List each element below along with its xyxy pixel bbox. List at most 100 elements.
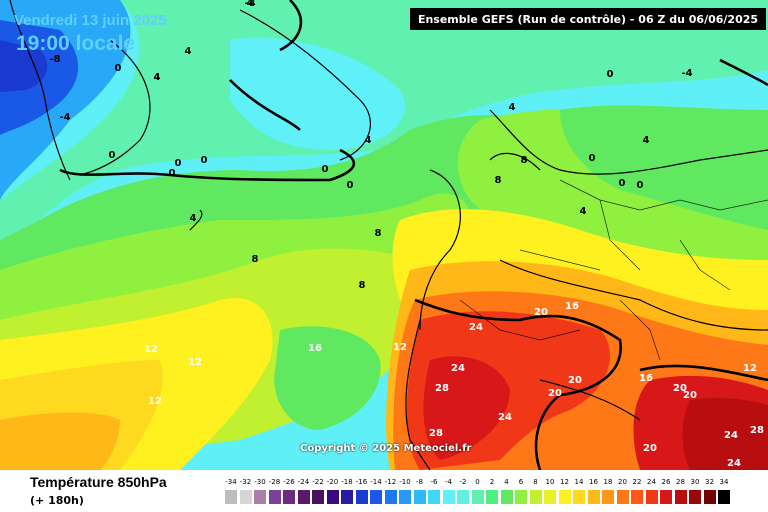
legend-label: -4 — [445, 478, 452, 486]
legend-swatch — [413, 490, 426, 504]
legend-label: -10 — [399, 478, 411, 486]
forecast-lead: (+ 180h) — [30, 494, 84, 507]
legend-swatch — [558, 490, 571, 504]
legend-label: -24 — [297, 478, 310, 486]
isotherm-value-label: 8 — [521, 155, 528, 166]
isotherm-value-label: 8 — [252, 254, 259, 265]
legend-label: -28 — [268, 478, 281, 486]
green-bubble — [274, 326, 381, 430]
legend-label: 18 — [603, 478, 613, 486]
legend-label: 8 — [533, 478, 538, 486]
legend-swatch — [239, 490, 252, 504]
coastlines — [9, 0, 768, 470]
legend-label: -2 — [459, 478, 467, 486]
isotherm-value-label: -4 — [59, 112, 70, 123]
legend-swatch — [616, 490, 629, 504]
legend-label: 28 — [676, 478, 685, 486]
legend-swatch — [326, 490, 339, 504]
legend-swatch — [515, 490, 527, 504]
legend-swatch — [689, 490, 701, 504]
legend-label: 20 — [618, 478, 627, 486]
legend-swatch — [674, 490, 687, 504]
isotherm-value-label: 4 — [580, 206, 587, 217]
country-borders — [459, 179, 768, 361]
isotherm-value-label: 24 — [498, 412, 512, 423]
map-title: Température 850hPa — [30, 474, 167, 490]
legend-label: 22 — [632, 478, 642, 486]
legend-swatch — [718, 490, 730, 504]
legend-swatch — [384, 490, 397, 504]
legend-label: -30 — [254, 478, 266, 486]
legend-swatch — [341, 490, 353, 504]
isotherm-value-label: 12 — [743, 363, 757, 374]
isotherm-value-label: 0 — [169, 168, 176, 179]
legend-label: 6 — [518, 478, 524, 486]
isotherm-value-label: 28 — [429, 428, 443, 439]
legend-label: 4 — [504, 478, 509, 486]
model-run-text: Ensemble GEFS (Run de contrôle) - 06 Z d… — [417, 12, 759, 26]
isotherm-value-label: 20 — [568, 375, 582, 386]
legend-swatch — [500, 490, 513, 504]
legend-label: -20 — [326, 478, 339, 486]
isotherm-value-label: 0 — [115, 63, 122, 74]
legend-label: 32 — [705, 478, 714, 486]
legend-label: 10 — [545, 478, 555, 486]
isotherm-value-label: 20 — [683, 390, 697, 401]
isotherm-value-label: 4 — [509, 102, 516, 113]
isotherm-value-label: 16 — [565, 301, 579, 312]
isotherm-value-label: 16 — [639, 373, 653, 384]
isotherm-value-label: 28 — [750, 425, 764, 436]
legend-swatch — [703, 490, 716, 504]
legend-swatch — [268, 490, 281, 504]
model-run-banner: Ensemble GEFS (Run de contrôle) - 06 Z d… — [410, 8, 766, 30]
legend-swatch — [457, 490, 469, 504]
isotherm-value-label: 12 — [188, 357, 202, 368]
legend-label: -6 — [430, 478, 438, 486]
legend-label: -12 — [384, 478, 397, 486]
isotherm-value-label: 4 — [185, 46, 192, 57]
legend-swatch — [312, 490, 324, 504]
legend-swatch — [587, 490, 600, 504]
legend-label: 0 — [475, 478, 480, 486]
legend-swatch — [355, 490, 368, 504]
isotherm-value-label: 4 — [154, 72, 161, 83]
legend-swatch — [573, 490, 585, 504]
legend-swatch — [399, 490, 411, 504]
legend-label: -26 — [283, 478, 295, 486]
isotherm-value-label: 4 — [154, 72, 161, 83]
isotherm-value-label: 24 — [451, 363, 465, 374]
legend-label: -16 — [355, 478, 368, 486]
legend-swatch — [225, 490, 237, 504]
europe-greenblue — [560, 105, 768, 230]
legend-label: 2 — [489, 478, 495, 486]
isotherm-value-label: 12 — [393, 342, 407, 353]
legend-label: -32 — [239, 478, 252, 486]
isotherm-value-label: -4 — [681, 68, 692, 79]
legend-swatch — [370, 490, 382, 504]
legend-label: -34 — [225, 478, 237, 486]
legend-swatch — [529, 490, 542, 504]
isotherm-value-label: 20 — [643, 443, 657, 454]
legend-swatch — [283, 490, 295, 504]
coldest-region — [0, 40, 48, 92]
isotherm-value-label: 0 — [347, 180, 354, 191]
legend-label: 12 — [560, 478, 569, 486]
isotherm-value-label: 24 — [727, 458, 741, 469]
legend-swatch — [442, 490, 455, 504]
legend-swatch — [631, 490, 643, 504]
legend-swatch — [254, 490, 266, 504]
forecast-date: Vendredi 13 juin 2025 — [14, 12, 167, 29]
isotherm-value-label: 0 — [589, 153, 596, 164]
isotherm-value-label: 4 — [190, 213, 197, 224]
isotherm-value-label: 0 — [175, 158, 182, 169]
legend-swatch — [645, 490, 658, 504]
legend-label: -22 — [312, 478, 324, 486]
legend-label: -8 — [416, 478, 423, 486]
copyright: Copyright © 2025 Meteociel.fr — [300, 443, 472, 454]
orange-sw — [0, 412, 120, 470]
isotherm-value-label: 4 — [247, 0, 254, 9]
isotherm-value-label: 24 — [469, 322, 483, 333]
legend-swatch — [486, 490, 498, 504]
